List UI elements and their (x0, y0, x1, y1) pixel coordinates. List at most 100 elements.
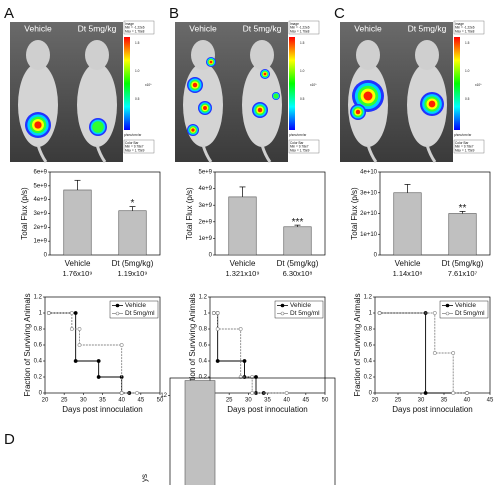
colorbar-info: Color Bar (455, 141, 469, 145)
colorbar-tick: 1.0 (465, 69, 470, 73)
survival-marker (238, 327, 243, 331)
legend-label: Vehicle (455, 302, 476, 309)
x-tick-label: 30 (418, 398, 425, 404)
survival-marker (77, 343, 82, 347)
y-tick-label: 5e+9 (33, 183, 47, 189)
survival-marker (451, 351, 456, 355)
survival-marker (119, 343, 124, 347)
y-tick-label: 2e+10 (360, 211, 378, 217)
survival-marker (250, 391, 255, 395)
colorbar (124, 37, 130, 130)
mouse-head (250, 40, 274, 70)
y-tick-label: 0.2 (34, 375, 43, 381)
bar (228, 196, 257, 256)
y-tick-label: 1.2 (364, 295, 373, 301)
colorbar-info: Min = -1.22e6 (455, 26, 475, 30)
y-tick-label: 1 (204, 311, 208, 317)
mouse-body (77, 63, 117, 147)
y-tick-label: 1e+9 (198, 236, 212, 242)
colorbar-tick: 1.5 (465, 41, 470, 45)
colorbar-info: Min = 9.78e7 (290, 145, 309, 149)
y-tick-label: 4e+9 (198, 186, 212, 192)
y-tick-label: 3e+10 (360, 190, 378, 196)
survival-marker (432, 311, 437, 315)
x-axis-label: Days post innoculation (392, 405, 473, 414)
survival-marker (96, 359, 101, 363)
y-tick-label: 0.4 (34, 359, 43, 365)
y-tick-label: 1.2 (199, 295, 208, 301)
survival-marker (211, 311, 216, 315)
image-label: Vehicle (354, 23, 382, 33)
x-tick-label: Dt (5mg/kg) (277, 259, 319, 268)
survival-line (48, 312, 137, 394)
y-tick-label: 0.8 (199, 327, 208, 333)
mouse-head (85, 40, 109, 70)
signal-spot (263, 72, 267, 76)
colorbar-info-box (123, 20, 155, 35)
panel-letter: B (169, 5, 179, 22)
colorbar-tick: 0.5 (465, 97, 470, 101)
legend-label: Vehicle (290, 302, 311, 309)
sublabel: 1.321x10⁹ (225, 269, 259, 278)
survival-marker (377, 311, 382, 315)
colorbar-info: Max = 1.75e9 (125, 148, 145, 152)
x-tick-label: Dt (5mg/kg) (442, 259, 484, 268)
y-axis-label: Total Flux (p/s) (20, 187, 29, 240)
x-tick-label: 40 (118, 398, 125, 404)
colorbar-info: Max = 1.75e9 (455, 148, 475, 152)
survival-marker (242, 359, 247, 363)
legend-marker (115, 311, 120, 316)
x-axis-label: Days post innoculation (227, 405, 308, 414)
x-tick-label: 25 (395, 398, 402, 404)
signal-spot (191, 128, 195, 132)
survival-marker (215, 327, 220, 331)
y-tick-label: 1e+10 (360, 232, 378, 238)
legend-marker (280, 303, 285, 308)
y-tick-label: 12 (160, 393, 167, 399)
survival-marker (73, 311, 78, 315)
bar (118, 210, 147, 256)
signal-spot (92, 121, 104, 133)
colorbar-info: Image (290, 22, 299, 26)
survival-marker (73, 359, 78, 363)
y-tick-label: 0.2 (364, 375, 373, 381)
signal-spot (209, 60, 213, 64)
y-tick-label: 1 (39, 311, 43, 317)
colorbar-info-box (288, 139, 320, 154)
survival-line (379, 312, 467, 394)
y-tick-label: 0 (369, 391, 373, 397)
x-tick-label: 45 (302, 398, 309, 404)
colorbar-info-box (123, 139, 155, 154)
x-tick-label: 40 (283, 398, 290, 404)
survival-marker (215, 359, 220, 363)
y-tick-label: 6e+9 (33, 170, 47, 176)
significance: * (131, 198, 135, 209)
significance: *** (292, 217, 304, 228)
colorbar-tick: 1.5 (135, 41, 140, 45)
x-tick-label: 50 (157, 398, 164, 404)
panel-letter: C (334, 5, 345, 22)
mouse-tail (260, 144, 272, 163)
y-tick-label: 0 (39, 391, 43, 397)
signal-spot (34, 121, 42, 129)
signal-spot (203, 106, 207, 110)
y-tick-label: 0 (374, 253, 378, 259)
y-axis-label: Fraction of Surviving Animals (353, 293, 362, 396)
x-tick-label: 20 (372, 398, 379, 404)
survival-marker (119, 391, 124, 395)
survival-line (213, 312, 287, 394)
survival-line (213, 312, 264, 394)
signal-spot (355, 109, 361, 115)
sublabel: 1.76x10⁹ (63, 269, 93, 278)
colorbar (289, 37, 295, 130)
survival-marker (135, 391, 139, 395)
colorbar-info-box (453, 139, 485, 154)
colorbar-tick: 1.5 (300, 41, 305, 45)
significance: ** (459, 203, 467, 214)
survival-marker (77, 327, 82, 331)
colorbar-unit: p/sec/cm²/sr (289, 133, 307, 137)
survival-marker (451, 391, 456, 395)
colorbar-info: Min = 9.78e7 (455, 145, 474, 149)
colorbar-info: Color Bar (290, 141, 304, 145)
